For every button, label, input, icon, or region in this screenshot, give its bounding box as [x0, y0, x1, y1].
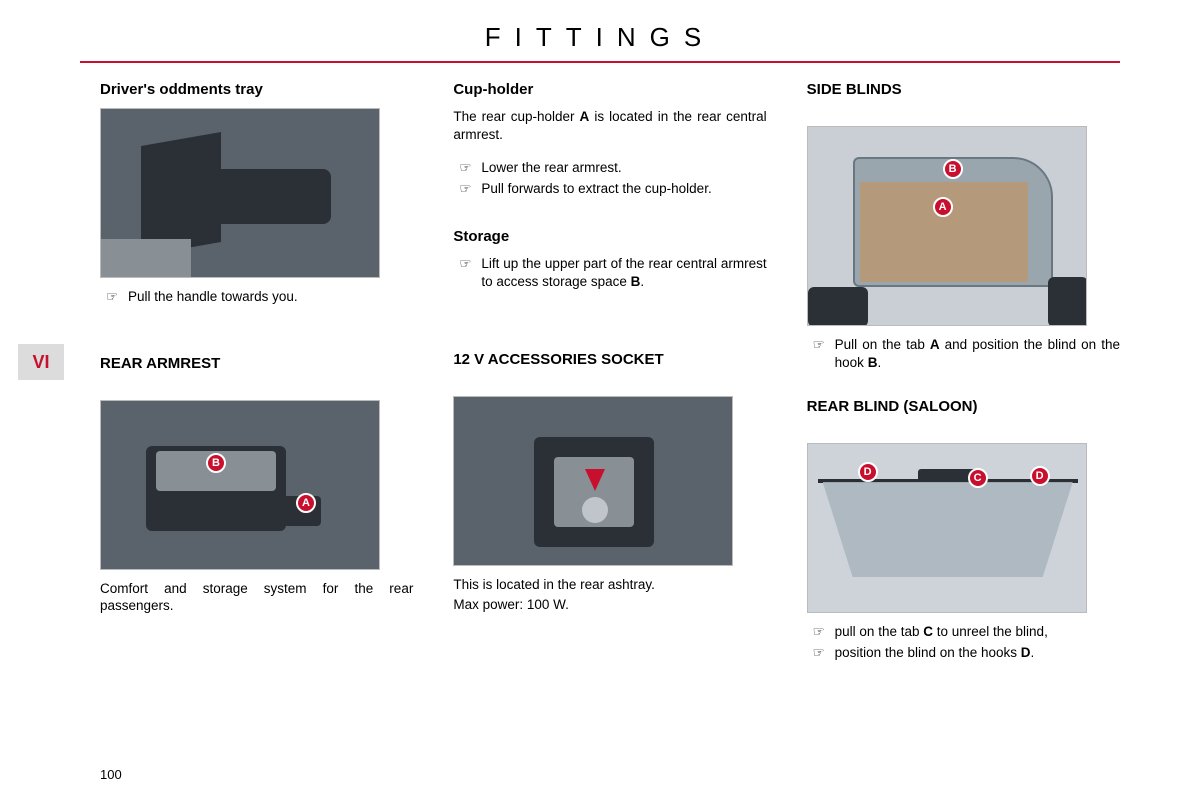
- page-number: 100: [100, 767, 122, 782]
- figure-rear-armrest: B A: [100, 400, 380, 570]
- title-rule: [80, 61, 1120, 63]
- heading-side-blinds: SIDE BLINDS: [807, 81, 1120, 98]
- list-item: pull on the tab C to unreel the blind,: [807, 623, 1120, 641]
- heading-rear-blind: REAR BLIND (SALOON): [807, 398, 1120, 415]
- badge-c: C: [968, 468, 988, 488]
- list-item: position the blind on the hooks D.: [807, 644, 1120, 662]
- column-2: Cup-holder The rear cup-holder A is loca…: [453, 81, 766, 680]
- figure-side-blinds: B A: [807, 126, 1087, 326]
- column-3: SIDE BLINDS B A Pull on the tab A and po…: [807, 81, 1120, 680]
- list-cupholder: Lower the rear armrest. Pull forwards to…: [453, 159, 766, 200]
- badge-d: D: [1030, 466, 1050, 486]
- heading-storage: Storage: [453, 228, 766, 245]
- badge-d: D: [858, 462, 878, 482]
- list-item: Pull the handle towards you.: [100, 288, 413, 306]
- caption-cupholder-intro: The rear cup-holder A is located in the …: [453, 108, 766, 143]
- heading-oddments-tray: Driver's oddments tray: [100, 81, 413, 98]
- heading-cupholder: Cup-holder: [453, 81, 766, 98]
- badge-b: B: [206, 453, 226, 473]
- figure-12v-socket: [453, 396, 733, 566]
- list-item: Pull on the tab A and position the blind…: [807, 336, 1120, 371]
- arrow-icon: [585, 469, 605, 491]
- content-grid: Driver's oddments tray Pull the handle t…: [0, 81, 1200, 680]
- caption-socket-2: Max power: 100 W.: [453, 596, 766, 614]
- list-item: Pull forwards to extract the cup-holder.: [453, 180, 766, 198]
- list-storage: Lift up the upper part of the rear centr…: [453, 255, 766, 293]
- page-title: FITTINGS: [0, 0, 1200, 61]
- column-1: Driver's oddments tray Pull the handle t…: [100, 81, 413, 680]
- heading-12v-socket: 12 V ACCESSORIES SOCKET: [453, 351, 766, 368]
- badge-a: A: [296, 493, 316, 513]
- section-tab: VI: [18, 344, 64, 380]
- caption-rear-armrest: Comfort and storage system for the rear …: [100, 580, 413, 615]
- list-oddments-tray: Pull the handle towards you.: [100, 288, 413, 309]
- list-side-blinds: Pull on the tab A and position the blind…: [807, 336, 1120, 374]
- heading-rear-armrest: REAR ARMREST: [100, 355, 413, 372]
- caption-socket-1: This is located in the rear ashtray.: [453, 576, 766, 594]
- badge-a: A: [933, 197, 953, 217]
- figure-rear-blind: D C D: [807, 443, 1087, 613]
- badge-b: B: [943, 159, 963, 179]
- list-item: Lift up the upper part of the rear centr…: [453, 255, 766, 290]
- list-item: Lower the rear armrest.: [453, 159, 766, 177]
- figure-oddments-tray: [100, 108, 380, 278]
- list-rear-blind: pull on the tab C to unreel the blind, p…: [807, 623, 1120, 664]
